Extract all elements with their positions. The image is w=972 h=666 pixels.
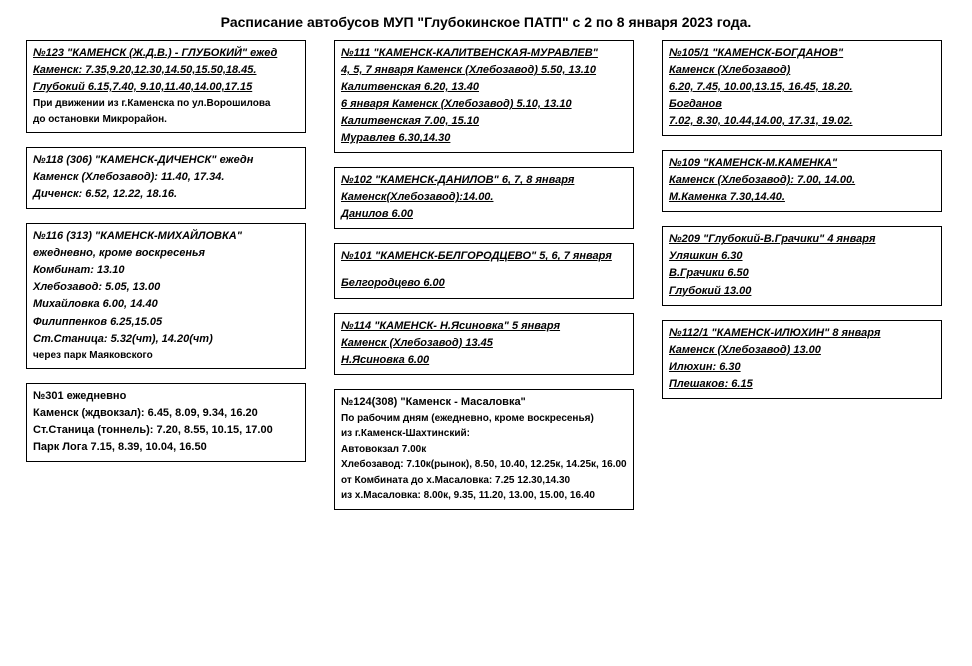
route-209: №209 "Глубокий-В.Грачики" 4 января Уляшк… bbox=[662, 226, 942, 305]
route-line: 4, 5, 7 января Каменск (Хлебозавод) 5.50… bbox=[341, 62, 627, 79]
route-line: №114 "КАМЕНСК- Н.Ясиновка" 5 января bbox=[341, 318, 627, 335]
column-2: №111 "КАМЕНСК-КАЛИТВЕНСКАЯ-МУРАВЛЕВ" 4, … bbox=[334, 40, 634, 524]
route-114: №114 "КАМЕНСК- Н.Ясиновка" 5 января Каме… bbox=[334, 313, 634, 375]
route-line: из х.Масаловка: 8.00к, 9.35, 11.20, 13.0… bbox=[341, 488, 627, 504]
route-line: Н.Ясиновка 6.00 bbox=[341, 352, 627, 369]
route-line: Ст.Станица (тоннель): 7.20, 8.55, 10.15,… bbox=[33, 422, 299, 439]
route-line: Данилов 6.00 bbox=[341, 206, 627, 223]
route-101: №101 "КАМЕНСК-БЕЛГОРОДЦЕВО" 5, 6, 7 янва… bbox=[334, 243, 634, 298]
route-123: №123 "КАМЕНСК (Ж.Д.В.) - ГЛУБОКИЙ" ежед … bbox=[26, 40, 306, 133]
route-line: 7.02, 8.30, 10.44,14.00, 17.31, 19.02. bbox=[669, 113, 935, 130]
route-line: Плешаков: 6.15 bbox=[669, 376, 935, 393]
route-line: Каменск (Хлебозавод) 13.45 bbox=[341, 335, 627, 352]
route-line: В.Грачики 6.50 bbox=[669, 265, 935, 282]
route-111: №111 "КАМЕНСК-КАЛИТВЕНСКАЯ-МУРАВЛЕВ" 4, … bbox=[334, 40, 634, 153]
route-line: №112/1 "КАМЕНСК-ИЛЮХИН" 8 января bbox=[669, 325, 935, 342]
route-102: №102 "КАМЕНСК-ДАНИЛОВ" 6, 7, 8 января Ка… bbox=[334, 167, 634, 229]
route-line: Ст.Станица: 5.32(чт), 14.20(чт) bbox=[33, 331, 299, 348]
route-line: Каменск: 7.35,9.20,12.30,14.50,15.50,18.… bbox=[33, 62, 299, 79]
route-line: Каменск (Хлебозавод): 11.40, 17.34. bbox=[33, 169, 299, 186]
schedule-grid: №123 "КАМЕНСК (Ж.Д.В.) - ГЛУБОКИЙ" ежед … bbox=[26, 40, 946, 524]
column-1: №123 "КАМЕНСК (Ж.Д.В.) - ГЛУБОКИЙ" ежед … bbox=[26, 40, 306, 524]
route-line: Михайловка 6.00, 14.40 bbox=[33, 296, 299, 313]
route-line: Парк Лога 7.15, 8.39, 10.04, 16.50 bbox=[33, 439, 299, 456]
route-line: №124(308) "Каменск - Масаловка" bbox=[341, 394, 627, 411]
route-line: Хлебозавод: 5.05, 13.00 bbox=[33, 279, 299, 296]
route-line: №101 "КАМЕНСК-БЕЛГОРОДЦЕВО" 5, 6, 7 янва… bbox=[341, 248, 627, 265]
route-line: №109 "КАМЕНСК-М.КАМЕНКА" bbox=[669, 155, 935, 172]
route-line: М.Каменка 7.30,14.40. bbox=[669, 189, 935, 206]
route-124: №124(308) "Каменск - Масаловка" По рабоч… bbox=[334, 389, 634, 510]
route-line: Глубокий 13.00 bbox=[669, 283, 935, 300]
route-line: По рабочим дням (ежедневно, кроме воскре… bbox=[341, 411, 627, 427]
route-105-1: №105/1 "КАМЕНСК-БОГДАНОВ" Каменск (Хлебо… bbox=[662, 40, 942, 136]
route-line: 6 января Каменск (Хлебозавод) 5.10, 13.1… bbox=[341, 96, 627, 113]
route-line: №123 "КАМЕНСК (Ж.Д.В.) - ГЛУБОКИЙ" ежед bbox=[33, 45, 299, 62]
route-line: Каменск(Хлебозавод):14.00. bbox=[341, 189, 627, 206]
route-line: Глубокий 6.15,7.40, 9.10,11.40,14.00,17.… bbox=[33, 79, 299, 96]
route-line: Каменск (ждвокзал): 6.45, 8.09, 9.34, 16… bbox=[33, 405, 299, 422]
route-line: до остановки Микрорайон. bbox=[33, 112, 299, 128]
route-line: Комбинат: 13.10 bbox=[33, 262, 299, 279]
route-line: №118 (306) "КАМЕНСК-ДИЧЕНСК" ежедн bbox=[33, 152, 299, 169]
route-line: из г.Каменск-Шахтинский: bbox=[341, 426, 627, 442]
spacer bbox=[341, 265, 627, 275]
route-line: Уляшкин 6.30 bbox=[669, 248, 935, 265]
page: Расписание автобусов МУП "Глубокинское П… bbox=[0, 0, 972, 532]
route-118: №118 (306) "КАМЕНСК-ДИЧЕНСК" ежедн Камен… bbox=[26, 147, 306, 209]
route-line: №209 "Глубокий-В.Грачики" 4 января bbox=[669, 231, 935, 248]
route-line: Диченск: 6.52, 12.22, 18.16. bbox=[33, 186, 299, 203]
route-line: №102 "КАМЕНСК-ДАНИЛОВ" 6, 7, 8 января bbox=[341, 172, 627, 189]
route-112-1: №112/1 "КАМЕНСК-ИЛЮХИН" 8 января Каменск… bbox=[662, 320, 942, 399]
route-109: №109 "КАМЕНСК-М.КАМЕНКА" Каменск (Хлебоз… bbox=[662, 150, 942, 212]
route-line: Белгородцево 6.00 bbox=[341, 275, 627, 292]
route-line: Автовокзал 7.00к bbox=[341, 442, 627, 458]
route-line: Калитвенская 7.00, 15.10 bbox=[341, 113, 627, 130]
route-line: ежедневно, кроме воскресенья bbox=[33, 245, 299, 262]
route-line: Филиппенков 6.25,15.05 bbox=[33, 314, 299, 331]
route-line: Каменск (Хлебозавод) bbox=[669, 62, 935, 79]
route-116: №116 (313) "КАМЕНСК-МИХАЙЛОВКА" ежедневн… bbox=[26, 223, 306, 369]
route-line: №116 (313) "КАМЕНСК-МИХАЙЛОВКА" bbox=[33, 228, 299, 245]
route-line: Муравлев 6.30,14.30 bbox=[341, 130, 627, 147]
route-line: 6.20, 7.45, 10.00,13.15, 16.45, 18.20. bbox=[669, 79, 935, 96]
route-line: Илюхин: 6.30 bbox=[669, 359, 935, 376]
column-3: №105/1 "КАМЕНСК-БОГДАНОВ" Каменск (Хлебо… bbox=[662, 40, 942, 524]
route-301: №301 ежедневно Каменск (ждвокзал): 6.45,… bbox=[26, 383, 306, 462]
route-line: №301 ежедневно bbox=[33, 388, 299, 405]
route-line: №105/1 "КАМЕНСК-БОГДАНОВ" bbox=[669, 45, 935, 62]
route-line: Каменск (Хлебозавод) 13.00 bbox=[669, 342, 935, 359]
route-line: Каменск (Хлебозавод): 7.00, 14.00. bbox=[669, 172, 935, 189]
page-title: Расписание автобусов МУП "Глубокинское П… bbox=[26, 14, 946, 30]
route-line: Богданов bbox=[669, 96, 935, 113]
route-line: Хлебозавод: 7.10к(рынок), 8.50, 10.40, 1… bbox=[341, 457, 627, 473]
route-line: через парк Маяковского bbox=[33, 348, 299, 364]
route-line: от Комбината до х.Масаловка: 7.25 12.30,… bbox=[341, 473, 627, 489]
route-line: Калитвенская 6.20, 13.40 bbox=[341, 79, 627, 96]
route-line: №111 "КАМЕНСК-КАЛИТВЕНСКАЯ-МУРАВЛЕВ" bbox=[341, 45, 627, 62]
route-line: При движении из г.Каменска по ул.Ворошил… bbox=[33, 96, 299, 112]
